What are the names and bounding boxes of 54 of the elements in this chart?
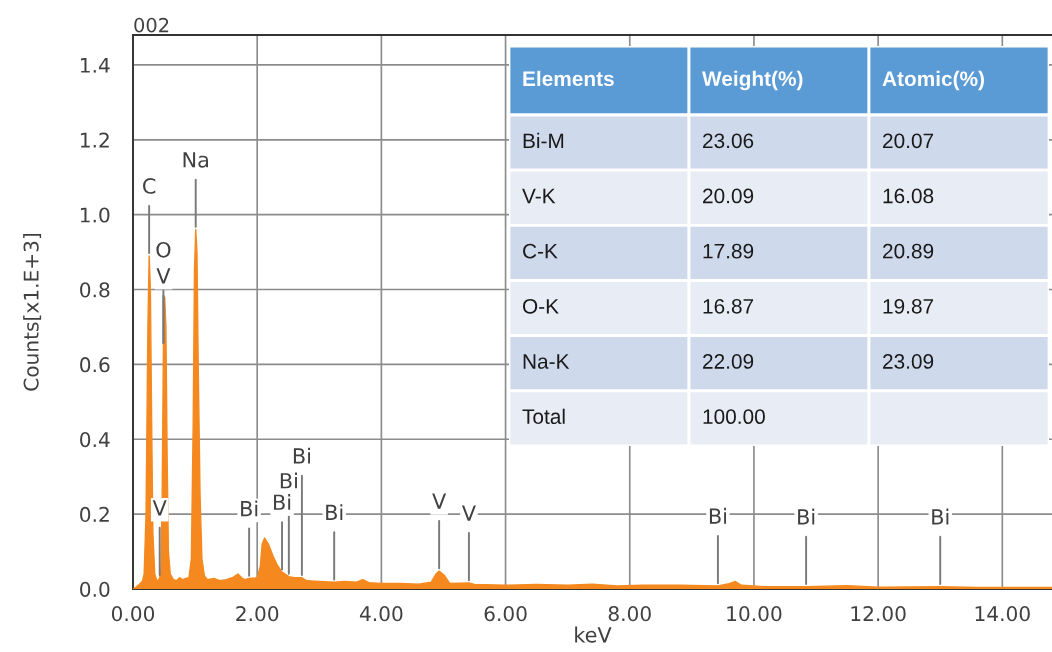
x-tick-label: 4.00 (359, 606, 403, 622)
annotation: Bi (274, 494, 291, 510)
text: 17.89 (703, 243, 754, 259)
text: C-K (523, 243, 558, 259)
annotation: C (143, 178, 156, 194)
text: Na-K (523, 354, 570, 369)
x-axis-title: keV (575, 626, 612, 643)
x-tick-label: 12.00 (851, 606, 906, 622)
text: 23.06 (703, 133, 754, 149)
text: Bi-M (523, 132, 564, 148)
annotation: Bi (932, 508, 949, 525)
y-tick-label: 0.6 (80, 357, 110, 373)
annotation: V (152, 500, 167, 516)
annotation: Bi (798, 508, 815, 525)
y-tick-label: 0.8 (80, 282, 110, 298)
y-tick-label: 1.4 (80, 57, 110, 73)
text: Total (522, 408, 565, 425)
text: 20.09 (703, 188, 754, 204)
annotation: O (156, 241, 171, 258)
annotation: Bi (241, 500, 258, 517)
text: 22.09 (703, 354, 754, 369)
annotation: V (461, 505, 476, 521)
y-tick-label: 0.4 (80, 431, 110, 448)
annotation: Bi (326, 504, 343, 520)
annotation: V (432, 493, 447, 509)
annotation: Bi (709, 507, 727, 524)
text: O-K (522, 298, 559, 314)
text: 16.87 (703, 298, 754, 314)
x-tick-label: 2.00 (236, 606, 279, 622)
x-tick-label: 8.00 (608, 606, 651, 622)
text: 100.00 (703, 409, 765, 425)
y-tick-label: 1.0 (80, 207, 110, 223)
x-tick-label: 10.00 (727, 606, 782, 622)
x-tick-label: 14.00 (975, 606, 1030, 622)
y-tick-label: 0.0 (80, 581, 110, 597)
x-tick-label: 6.00 (484, 606, 527, 622)
x-tick-label: 0.00 (111, 606, 155, 622)
text: 20.07 (883, 133, 934, 149)
text: V-K (522, 188, 556, 204)
text: 23.09 (883, 354, 934, 369)
annotation: Bi (280, 472, 297, 489)
y-tick-label: 0.2 (80, 506, 109, 523)
y-tick-label: 1.2 (80, 132, 109, 148)
annotation: Na (183, 152, 208, 168)
text: 16.08 (883, 188, 934, 204)
category-label: Weight(%) (702, 70, 803, 91)
annotation: V (156, 268, 171, 284)
y-axis-title: Counts[x1.E+3] (23, 233, 42, 391)
text: 19.87 (883, 298, 934, 314)
text: 20.89 (883, 243, 934, 259)
annotation: Bi (293, 447, 310, 464)
category-label: Elements (523, 70, 614, 87)
category-label: Atomic(%) (882, 70, 984, 91)
chart-title: 002 (134, 17, 169, 33)
